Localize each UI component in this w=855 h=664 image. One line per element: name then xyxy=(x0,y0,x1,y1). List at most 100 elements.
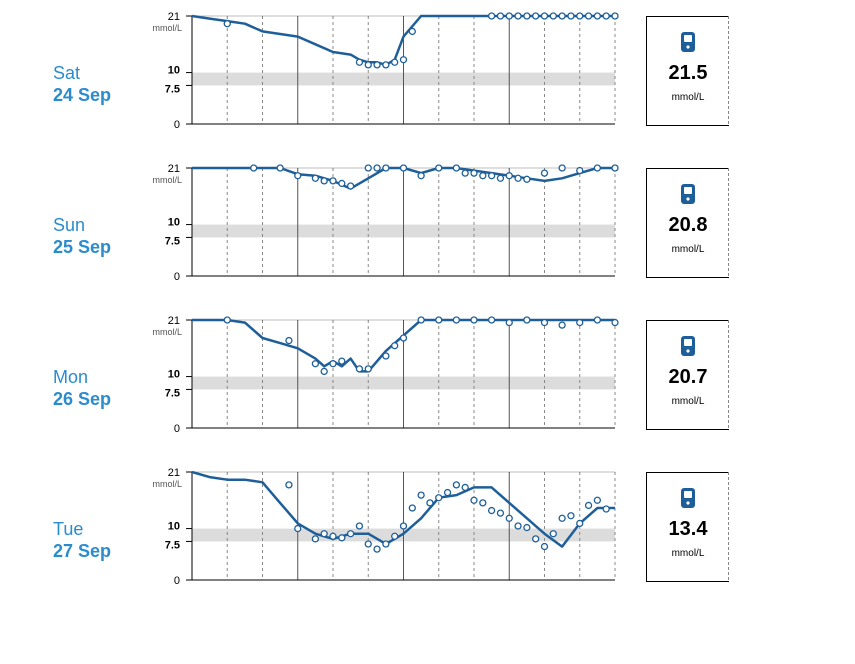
summary-box: 20.8 mmol/L xyxy=(646,168,729,278)
summary-box-dashed-edge xyxy=(728,320,729,428)
glucose-reading-point xyxy=(294,172,302,180)
glucose-reading-point xyxy=(452,481,461,489)
glucose-reading-point xyxy=(523,523,531,532)
glucose-meter-icon xyxy=(681,336,695,356)
glucose-reading-point xyxy=(514,522,522,530)
glucose-reading-point xyxy=(576,318,584,327)
glucose-reading-point xyxy=(461,169,469,177)
glucose-reading-point xyxy=(470,496,478,504)
glucose-reading-point xyxy=(470,316,478,324)
day-row: Sat 24 Sep 21 10 7.5 0 mmol/L 21.5 mmol/L xyxy=(0,11,855,156)
day-date: 25 Sep xyxy=(53,237,112,257)
glucose-reading-point xyxy=(567,512,575,520)
glucose-chart: 21 10 7.5 0 mmol/L xyxy=(152,11,619,131)
glucose-reading-point xyxy=(593,164,602,172)
day-label: Mon 26 Sep xyxy=(53,366,111,410)
day-row: Tue 27 Sep 21 10 7.5 0 mmol/L 13.4 mmol/L xyxy=(0,467,855,612)
day-name: Mon xyxy=(53,367,89,387)
glucose-reading-point xyxy=(285,481,293,489)
y-tick-label: 21 xyxy=(168,11,180,23)
glucose-reading-point xyxy=(549,530,557,538)
glucose-reading-point xyxy=(479,172,487,180)
glucose-reading-point xyxy=(487,506,496,515)
glucose-reading-point xyxy=(487,172,496,180)
glucose-reading-point xyxy=(532,12,540,20)
glucose-reading-point xyxy=(593,496,602,504)
y-tick-label: 0 xyxy=(174,271,180,283)
glucose-reading-point xyxy=(505,12,513,20)
glucose-reading-point xyxy=(391,342,399,350)
glucose-reading-point xyxy=(329,532,337,540)
glucose-reading-point xyxy=(223,20,231,28)
glucose-meter-icon xyxy=(681,488,695,508)
glucose-reading-point xyxy=(576,166,584,175)
glucose-reading-point xyxy=(373,545,381,553)
glucose-reading-point xyxy=(320,530,328,538)
glucose-reading-point xyxy=(382,540,390,548)
glucose-reading-point xyxy=(540,318,549,327)
glucose-reading-point xyxy=(443,488,452,497)
day-label: Sat 24 Sep xyxy=(53,62,111,106)
glucose-chart: 21 10 7.5 0 mmol/L xyxy=(152,163,619,283)
y-tick-label: 0 xyxy=(174,119,180,131)
glucose-reading-point xyxy=(576,519,584,528)
summary-unit: mmol/L xyxy=(671,92,705,103)
glucose-reading-point xyxy=(329,360,337,368)
glucose-trace xyxy=(192,318,615,373)
glucose-reading-point xyxy=(496,509,505,517)
y-unit-label: mmol/L xyxy=(152,23,182,33)
day-date: 26 Sep xyxy=(53,389,112,409)
glucose-reading-point xyxy=(567,12,575,20)
glucose-reading-point xyxy=(417,316,425,324)
glucose-reading-point xyxy=(540,12,549,20)
summary-box-dashed-edge xyxy=(728,168,729,276)
glucose-reading-point xyxy=(558,12,566,20)
summary-box: 13.4 mmol/L xyxy=(646,472,729,582)
y-tick-label: 10 xyxy=(168,369,180,381)
glucose-reading-point xyxy=(558,321,566,329)
summary-value: 21.5 xyxy=(668,62,708,84)
glucose-reading-point xyxy=(461,483,469,492)
glucose-chart: 21 10 7.5 0 mmol/L xyxy=(152,315,619,435)
summary-value: 20.8 xyxy=(668,214,708,236)
glucose-reading-point xyxy=(364,365,372,373)
glucose-reading-point xyxy=(250,164,258,172)
glucose-reading-point xyxy=(373,164,381,172)
y-tick-label: 21 xyxy=(168,315,180,327)
glucose-reading-point xyxy=(408,504,416,512)
glucose-reading-point xyxy=(320,177,328,185)
summary-unit: mmol/L xyxy=(671,548,705,559)
glucose-reading-point xyxy=(611,12,619,20)
glucose-reading-point xyxy=(540,542,549,551)
glucose-reading-point xyxy=(338,179,346,188)
y-tick-label: 7.5 xyxy=(165,387,180,399)
summary-value: 13.4 xyxy=(668,518,708,540)
glucose-reading-point xyxy=(399,334,408,342)
summary-box: 21.5 mmol/L xyxy=(646,16,729,126)
glucose-reading-point xyxy=(549,12,557,20)
glucose-reading-point xyxy=(505,172,513,180)
y-unit-label: mmol/L xyxy=(152,175,182,185)
glucose-reading-point xyxy=(355,522,364,530)
glucose-reading-point xyxy=(523,175,531,183)
glucose-reading-point xyxy=(523,12,531,20)
y-tick-label: 7.5 xyxy=(165,539,180,551)
y-tick-label: 0 xyxy=(174,575,180,587)
glucose-reading-point xyxy=(435,494,443,502)
summary-unit: mmol/L xyxy=(671,396,705,407)
day-name: Sat xyxy=(53,63,81,83)
glucose-reading-point xyxy=(223,316,231,324)
glucose-reading-point xyxy=(496,12,505,20)
glucose-reading-point xyxy=(584,12,593,20)
glucose-reading-point xyxy=(514,174,522,182)
glucose-reading-point xyxy=(382,164,390,172)
summary-box: 20.7 mmol/L xyxy=(646,320,729,430)
day-label: Sun 25 Sep xyxy=(53,214,111,258)
glucose-reading-point xyxy=(505,514,513,522)
glucose-reading-point xyxy=(346,182,355,190)
glucose-reading-point xyxy=(399,164,408,172)
glucose-reading-point xyxy=(391,58,399,66)
glucose-reading-point xyxy=(373,61,381,69)
y-tick-label: 21 xyxy=(168,467,180,479)
glucose-reading-point xyxy=(558,164,566,172)
